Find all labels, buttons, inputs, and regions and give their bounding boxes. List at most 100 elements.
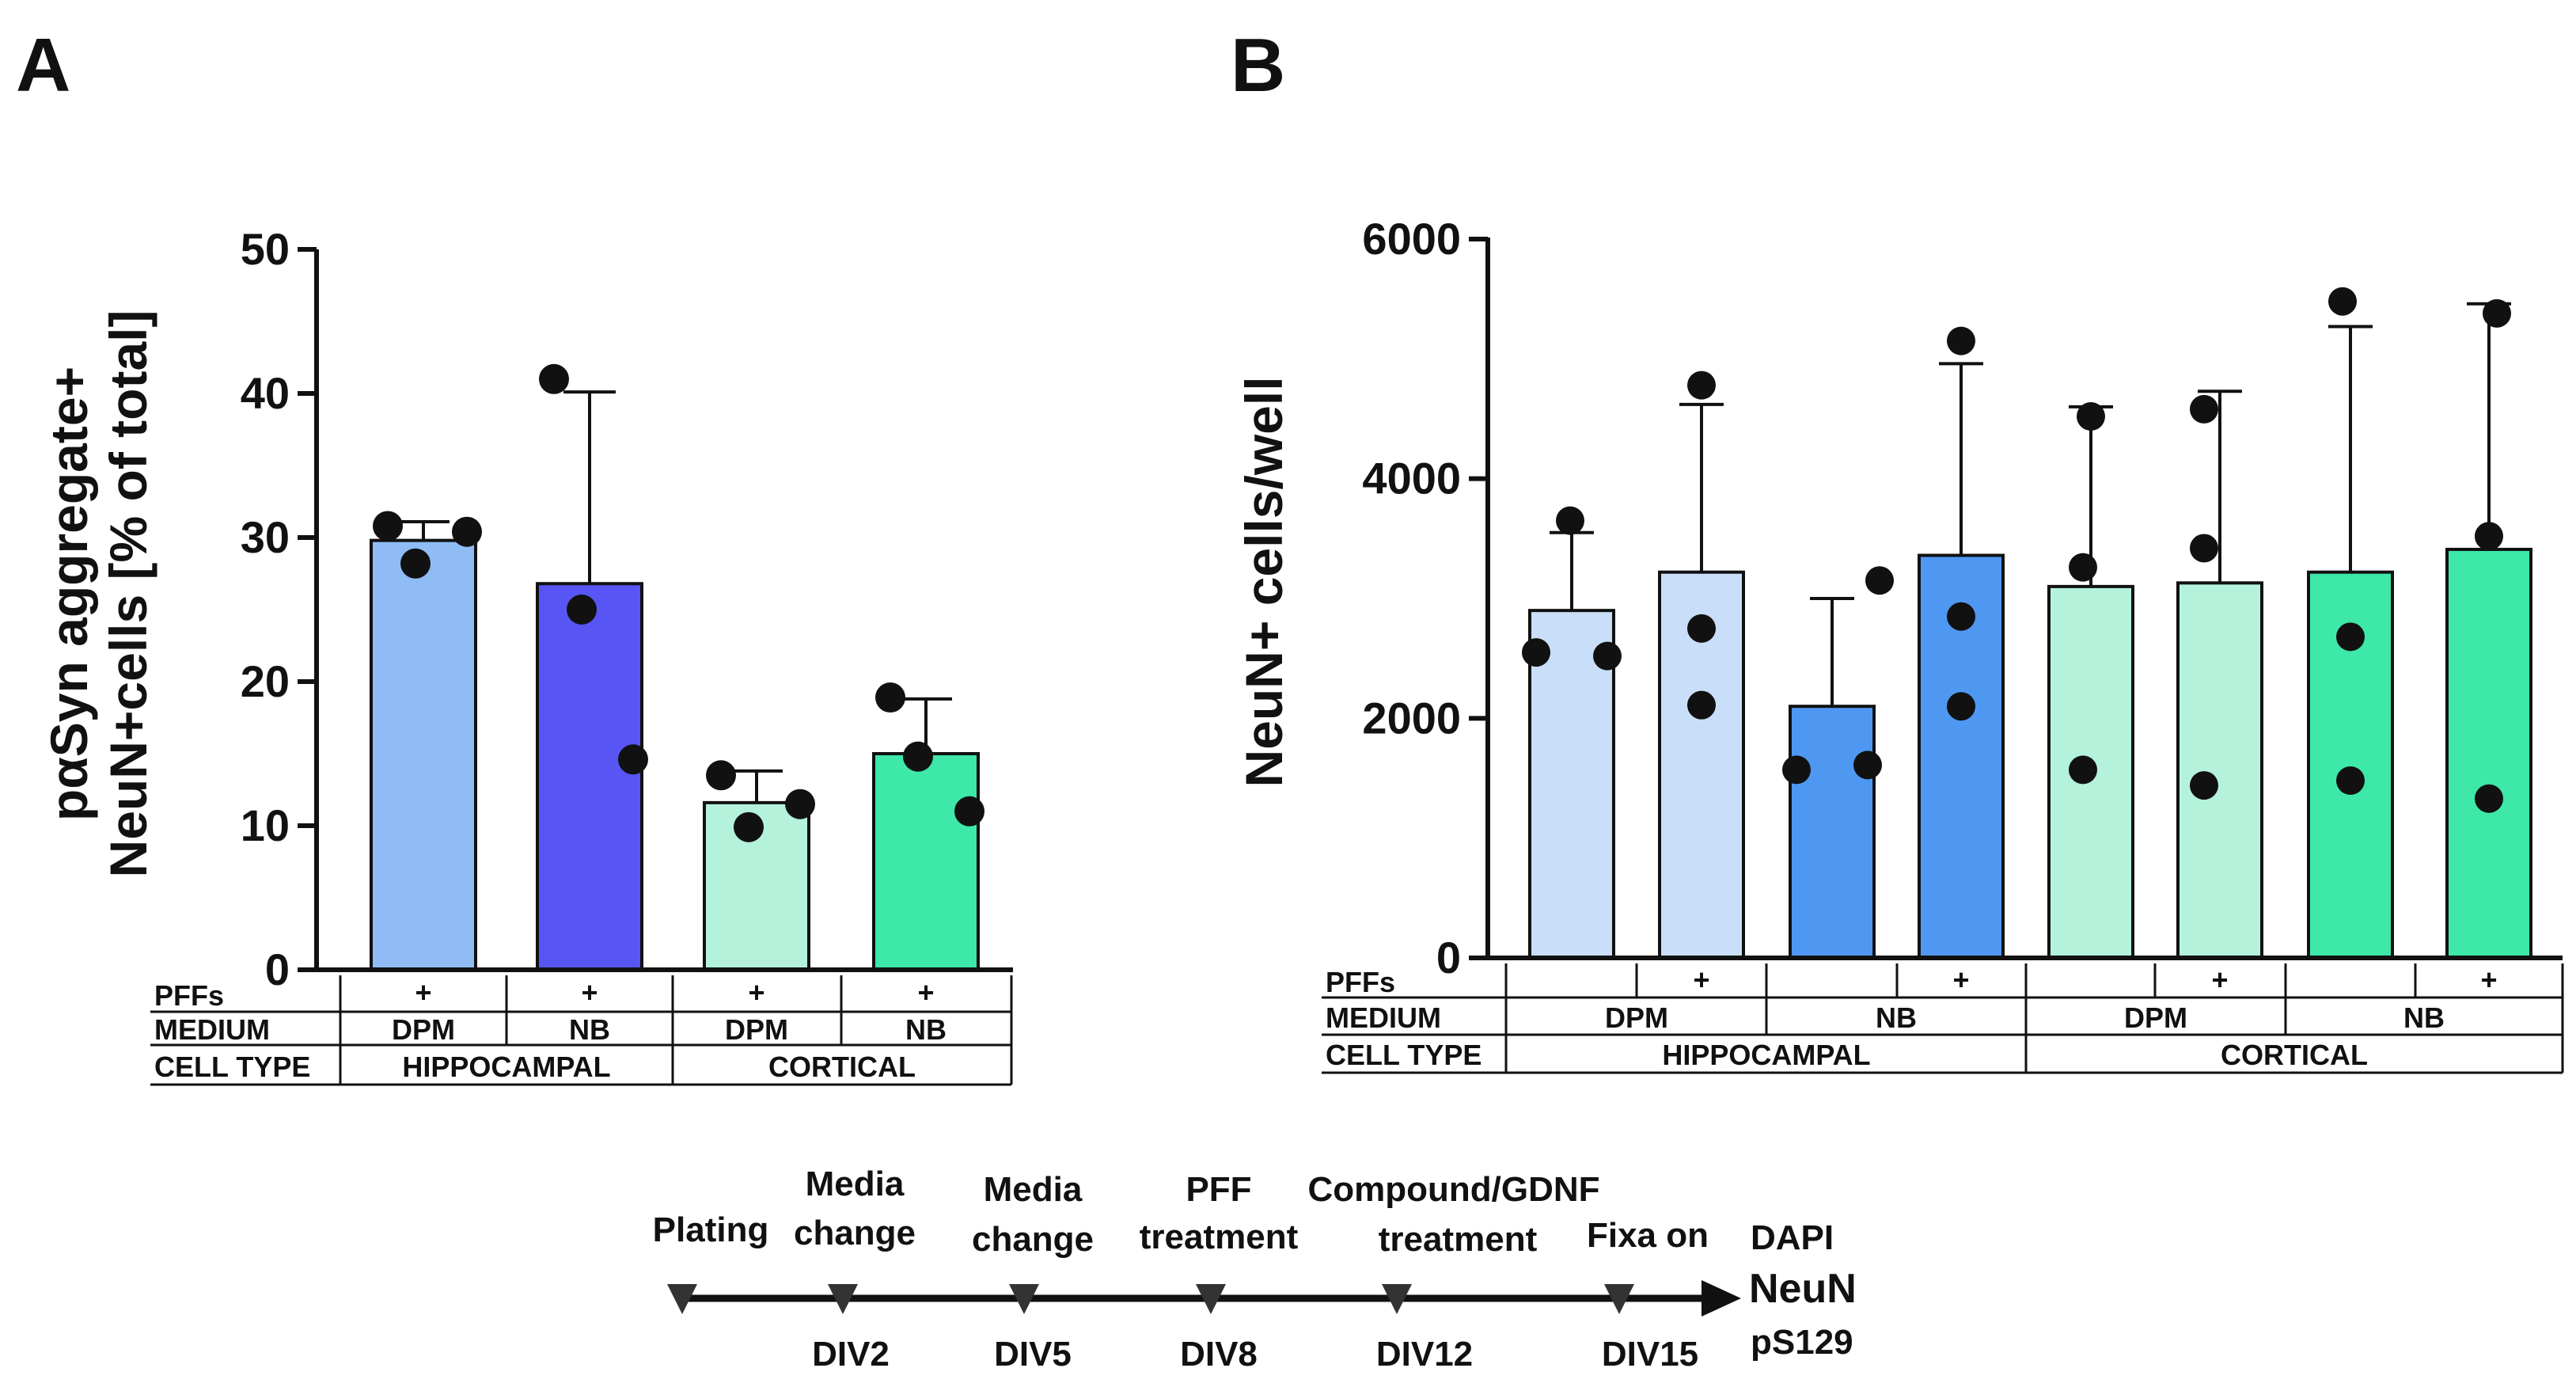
- panel-b-bar: [1528, 609, 1615, 960]
- panel-b-data-point: [1782, 755, 1811, 785]
- panel-a-y-tick-label: 40: [241, 368, 290, 418]
- panel-b-data-point: [1593, 641, 1622, 671]
- panel-a-data-point: [734, 811, 764, 842]
- panel-a-ylabel-line1: pαSyn aggregate+: [40, 367, 98, 821]
- panel-b-table: [1322, 963, 2564, 1074]
- panel-a-y-axis: 0 10 20 30 40 50: [241, 224, 317, 994]
- panel-b-bar: [2176, 581, 2263, 960]
- panel-b-data-point: [2069, 755, 2097, 785]
- panel-a-table: [150, 975, 1013, 1086]
- panel-b-data-point: [1687, 370, 1716, 400]
- panel-a-row-label-medium: MEDIUM: [154, 1013, 270, 1046]
- panel-b-data-point: [2190, 534, 2218, 563]
- panel-b-pffs-cell: +: [2480, 963, 2497, 996]
- timeline-marker: [667, 1284, 697, 1314]
- panel-b-pffs-cell: +: [1693, 963, 1709, 996]
- panel-a-data-point: [373, 511, 403, 542]
- panel-a-pffs-cell: +: [748, 976, 764, 1009]
- timeline-marker: [1604, 1284, 1634, 1314]
- panel-b-data-point: [2336, 622, 2365, 652]
- timeline-day-label: DIV8: [1180, 1335, 1258, 1374]
- timeline-stain-label: pS129: [1751, 1323, 1853, 1362]
- panel-b-medium-cell: NB: [2403, 1001, 2445, 1034]
- panel-b-data-point: [2483, 298, 2511, 328]
- panel-b-bar: [2445, 547, 2532, 960]
- panel-b-pffs-cell: +: [1952, 963, 1969, 996]
- panel-a-pffs-cell: +: [917, 976, 934, 1009]
- panel-a-letter: A: [16, 23, 70, 108]
- panel-a-bar: [872, 752, 980, 971]
- timeline-stain-label: NeuN: [1749, 1266, 1857, 1312]
- panel-b-data-point: [2077, 401, 2105, 431]
- panel-b-medium-cell: DPM: [1605, 1001, 1668, 1034]
- panel-b-data-point: [2069, 553, 2097, 582]
- panel-a-data-point: [954, 796, 984, 826]
- panel-b-data-point: [1522, 638, 1550, 667]
- panel-b: B NeuN+ cells/well 0 2000 4000 6000 PFFs ME…: [1231, 23, 2564, 1074]
- panel-b-row-label-medium: MEDIUM: [1326, 1001, 1441, 1034]
- panel-b-bars: [1528, 547, 2532, 960]
- panel-a-y-tick-label: 30: [241, 512, 290, 562]
- panel-a-points: [373, 363, 984, 842]
- panel-b-ylabel: NeuN+ cells/well: [1235, 376, 1293, 787]
- panel-b-data-point: [1947, 602, 1975, 631]
- panel-b-points: [1522, 287, 2511, 813]
- panel-b-data-point: [1853, 750, 1882, 780]
- panel-a-row-label-pffs: PFFs: [154, 979, 224, 1012]
- timeline-event-label: PFF: [1186, 1170, 1251, 1209]
- panel-a-bar: [703, 800, 810, 971]
- panel-a-ylabel-line2: NeuN+cells [% of total]: [99, 310, 157, 878]
- panel-b-data-point: [1947, 326, 1975, 355]
- timeline-event-label: treatment: [1379, 1220, 1538, 1259]
- timeline-day-label: DIV2: [812, 1335, 890, 1374]
- panel-a-y-tick-label: 50: [241, 224, 290, 274]
- panel-a-data-point: [785, 788, 815, 819]
- panel-b-medium-cell: DPM: [2124, 1001, 2187, 1034]
- panel-a-y-tick-label: 10: [241, 800, 290, 850]
- panel-a-data-point: [903, 741, 933, 772]
- timeline-event-label: treatment: [1140, 1218, 1299, 1256]
- panel-a-data-point: [567, 595, 597, 625]
- timeline: Plating Media change DIV2 Media change D…: [653, 1165, 1857, 1374]
- timeline-event-label: Plating: [653, 1210, 769, 1249]
- timeline-event-label: Media: [806, 1165, 905, 1203]
- timeline-marker: [1196, 1284, 1226, 1314]
- timeline-event-label: Media: [984, 1170, 1083, 1209]
- panel-a-pffs-cell: +: [415, 976, 431, 1009]
- panel-b-y-tick-label: 0: [1436, 933, 1461, 982]
- panel-b-data-point: [1687, 690, 1716, 720]
- panel-a-medium-cell: DPM: [392, 1013, 455, 1046]
- panel-a-data-point: [452, 516, 482, 547]
- timeline-event-label: change: [794, 1214, 916, 1252]
- panel-a-y-tick-label: 0: [265, 944, 290, 994]
- panel-b-data-point: [1687, 614, 1716, 643]
- panel-a-data-point: [539, 363, 569, 394]
- panel-a-y-tick-label: 20: [241, 656, 290, 706]
- panel-a-medium-cell: NB: [569, 1013, 610, 1046]
- panel-b-data-point: [2190, 771, 2218, 800]
- timeline-marker: [1009, 1284, 1039, 1314]
- panel-b-data-point: [1865, 566, 1894, 595]
- panel-b-data-point: [2336, 766, 2365, 796]
- panel-b-data-point: [1556, 506, 1584, 535]
- panel-b-cell-type-cell: CORTICAL: [2221, 1039, 2368, 1071]
- panel-a-row-label-cell-type: CELL TYPE: [154, 1051, 310, 1083]
- timeline-marker: [828, 1284, 858, 1314]
- panel-a-bar: [536, 582, 643, 971]
- panel-a-cell-type-cell: CORTICAL: [768, 1051, 916, 1083]
- panel-a-medium-cell: NB: [905, 1013, 947, 1046]
- panel-a-data-point: [618, 744, 648, 775]
- panel-a-cell-type-cell: HIPPOCAMPAL: [402, 1051, 610, 1083]
- timeline-day-label: DIV5: [994, 1335, 1072, 1374]
- panel-a-pffs-cell: +: [581, 976, 598, 1009]
- panel-b-data-point: [2328, 287, 2357, 316]
- panel-a: A pαSyn aggregate+ NeuN+cells [% of tota…: [16, 23, 1013, 1086]
- panel-b-y-tick-label: 4000: [1362, 454, 1461, 504]
- panel-b-y-tick-label: 2000: [1362, 693, 1461, 743]
- panel-b-data-point: [2190, 394, 2218, 424]
- panel-b-cell-type-cell: HIPPOCAMPAL: [1662, 1039, 1870, 1071]
- panel-b-data-point: [2475, 522, 2503, 551]
- timeline-event-label: Fixa on: [1587, 1216, 1709, 1255]
- panel-a-data-point: [400, 548, 431, 579]
